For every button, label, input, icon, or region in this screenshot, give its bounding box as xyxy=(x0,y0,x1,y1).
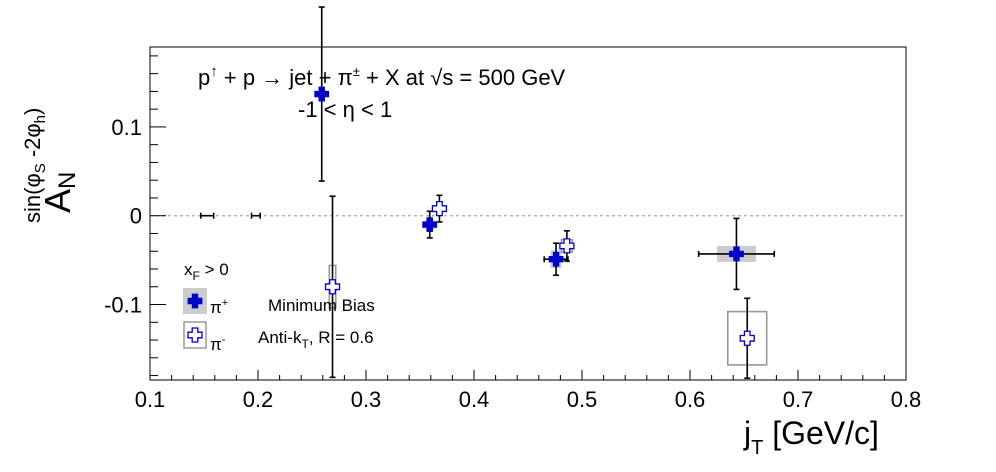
title-pm: ± xyxy=(353,64,360,79)
legend-note-sub: T xyxy=(301,337,309,351)
y-sup-h: h xyxy=(32,115,49,123)
y-axis-label-exponent: sin(φS -2φh) xyxy=(20,108,49,223)
legend-cross-pi-minus xyxy=(187,327,203,343)
legend: xF > 0 π+ Minimum Bias π- Anti-kT, R = 0… xyxy=(183,260,375,354)
legend-pi-minus-main: π xyxy=(210,335,222,354)
y-label-main: A xyxy=(37,189,78,213)
plot-frame xyxy=(149,46,907,381)
x-tick-label: 0.1 xyxy=(135,387,166,412)
x-label-main: j xyxy=(743,415,751,451)
markers xyxy=(314,86,755,346)
title-p: p xyxy=(198,65,210,90)
data-point-pi-plus xyxy=(729,246,744,262)
legend-note-anti-k: Anti-k xyxy=(258,328,302,347)
data-point-pi-minus xyxy=(559,238,575,254)
legend-marker-pi-minus xyxy=(187,327,203,343)
x-tick-label: 0.4 xyxy=(459,387,490,412)
y-sup-b: -2φ xyxy=(20,123,45,163)
legend-header: xF > 0 xyxy=(184,260,229,283)
y-tick-label: 0.1 xyxy=(111,115,142,140)
legend-header-main: x xyxy=(184,260,193,279)
legend-pi-minus-sup: - xyxy=(222,334,226,346)
x-tick-label: 0.7 xyxy=(783,387,814,412)
x-tick-label: 0.8 xyxy=(891,387,922,412)
y-label-sub: N xyxy=(54,172,81,189)
x-tick-label: 0.5 xyxy=(567,387,598,412)
systematic-boxes xyxy=(328,219,768,366)
legend-label-pi-minus: π- xyxy=(210,334,226,354)
title-rest: + X at √s = 500 GeV xyxy=(360,65,566,90)
x-tick-label: 0.6 xyxy=(675,387,706,412)
legend-header-sub: F xyxy=(193,269,200,283)
y-tick-label: 0 xyxy=(130,204,142,229)
data-point-pi-plus xyxy=(314,86,330,102)
legend-note-anti-kt: Anti-kT, R = 0.6 xyxy=(258,328,374,351)
y-tick-label: -0.1 xyxy=(104,293,142,318)
x-label-sub: T xyxy=(751,437,763,459)
x-axis-label: jT [GeV/c] xyxy=(743,415,879,459)
data-point-pi-minus xyxy=(739,330,755,346)
axis-ticks: 0.1 0.2 0.3 0.4 0.5 0.6 0.7 0.8 -0.1 0 0.1 xyxy=(104,55,922,412)
legend-pi-plus-main: π xyxy=(210,298,222,317)
data-point-pi-plus xyxy=(548,251,564,267)
y-sup-s: S xyxy=(32,163,49,173)
title-up-arrow: ↑ xyxy=(210,63,218,80)
chart-subtitle: -1 < η < 1 xyxy=(298,97,392,122)
x-tick-label: 0.2 xyxy=(243,387,274,412)
y-sup-c: ) xyxy=(20,108,45,115)
legend-pi-plus-sup: + xyxy=(222,297,228,309)
error-bars xyxy=(199,6,776,380)
data-point-pi-minus xyxy=(431,200,448,217)
x-tick-label: 0.3 xyxy=(351,387,382,412)
legend-header-rest: > 0 xyxy=(200,260,229,279)
chart-title: p↑ + p → jet + π± + X at √s = 500 GeV xyxy=(198,63,566,90)
x-label-unit: [GeV/c] xyxy=(763,415,879,451)
legend-marker-pi-plus xyxy=(187,293,203,309)
data-point-pi-plus xyxy=(422,217,438,232)
legend-swatch-pi-minus xyxy=(183,321,207,349)
data-point-pi-minus xyxy=(324,279,341,295)
y-sup-a: sin(φ xyxy=(20,173,45,223)
title-reaction: + p → jet + π xyxy=(218,65,353,90)
legend-note-rest: , R = 0.6 xyxy=(309,328,374,347)
legend-cross-pi-plus xyxy=(187,293,203,309)
legend-note-min-bias: Minimum Bias xyxy=(268,296,375,315)
legend-label-pi-plus: π+ xyxy=(210,297,228,317)
y-axis-label: AN xyxy=(37,172,81,213)
